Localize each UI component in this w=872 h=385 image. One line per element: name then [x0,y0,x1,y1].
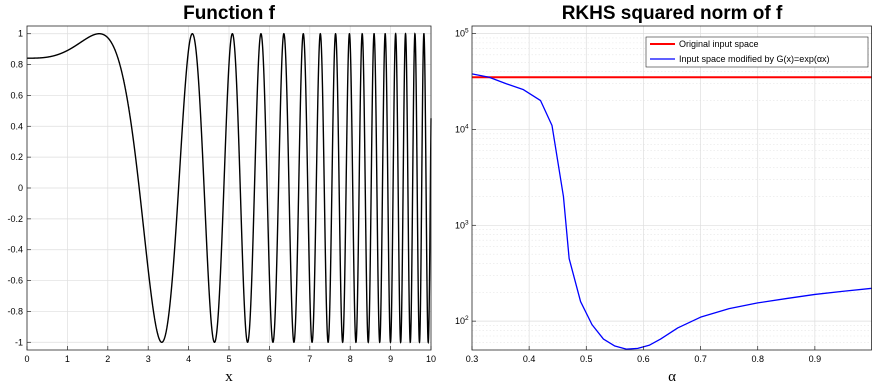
y-tick-label: 102 [455,315,469,326]
legend-label-modified: Input space modified by G(x)=exp(αx) [679,54,830,64]
y-tick-exponent: 4 [465,123,469,130]
rkhs-plot-title: RKHS squared norm of f [562,3,783,24]
function-plot-y-ticks: -1 -0.8 -0.6 -0.4 -0.2 0 0.2 0.4 0.6 0.8 1 [7,29,31,347]
y-tick-label: -0.8 [7,306,23,316]
y-tick-label: 0.6 [10,90,23,100]
x-tick-label: 6 [267,354,272,364]
y-tick-label: -0.6 [7,276,23,286]
rkhs-plot-area [472,26,872,350]
function-plot-x-ticks: 0 1 2 3 4 5 6 7 8 9 10 [24,346,436,364]
y-tick-exponent: 3 [465,219,469,226]
function-plot-series [27,32,432,345]
y-tick-exponent: 5 [465,28,469,35]
y-tick-label: 1 [18,29,23,39]
y-tick-label: 105 [455,28,469,39]
y-tick-base: 10 [455,220,465,230]
y-tick-label: 0.2 [10,152,23,162]
x-tick-label: 8 [348,354,353,364]
function-plot-x-label: x [225,369,233,385]
x-tick-label: 0.5 [580,354,593,364]
y-tick-label: 0.8 [10,60,23,70]
x-tick-label: 0.4 [523,354,536,364]
x-tick-label: 1 [65,354,70,364]
x-tick-label: 5 [226,354,231,364]
y-tick-base: 10 [455,29,465,39]
y-tick-label: -0.2 [7,214,23,224]
rkhs-plot-legend: Original input space Input space modifie… [645,36,869,68]
rkhs-plot-x-label: α [668,369,676,385]
y-tick-base: 10 [455,316,465,326]
x-tick-label: 7 [307,354,312,364]
function-plot-panel: 0 1 2 3 4 5 6 7 8 9 10 -1 -0.8 -0.6 -0.4 -0.2 0 0.2 0.4 0.… [7,3,436,385]
y-tick-label: 0 [18,183,23,193]
x-tick-label: 10 [426,354,436,364]
rkhs-plot-x-ticks: 0.3 0.4 0.5 0.6 0.7 0.8 0.9 [466,346,821,364]
y-tick-label: 104 [455,123,469,134]
legend-label-original: Original input space [679,39,759,49]
y-tick-base: 10 [455,124,465,134]
x-tick-label: 0.7 [694,354,707,364]
x-tick-label: 3 [146,354,151,364]
modified-input-space-line [471,73,872,350]
x-tick-label: 4 [186,354,191,364]
x-tick-label: 0.8 [751,354,764,364]
y-tick-exponent: 2 [465,315,469,322]
y-tick-label: -1 [15,337,23,347]
x-tick-label: 0.3 [466,354,479,364]
legend-box [645,36,869,68]
x-tick-label: 0.9 [809,354,822,364]
function-f-line [27,32,432,345]
x-tick-label: 0 [24,354,29,364]
y-tick-label: 103 [455,219,469,230]
x-tick-label: 9 [388,354,393,364]
function-plot-title: Function f [183,3,275,24]
x-tick-label: 2 [105,354,110,364]
y-tick-label: -0.4 [7,245,23,255]
x-tick-label: 0.6 [637,354,650,364]
y-tick-label: 0.4 [10,121,23,131]
rkhs-plot-series [471,73,872,350]
